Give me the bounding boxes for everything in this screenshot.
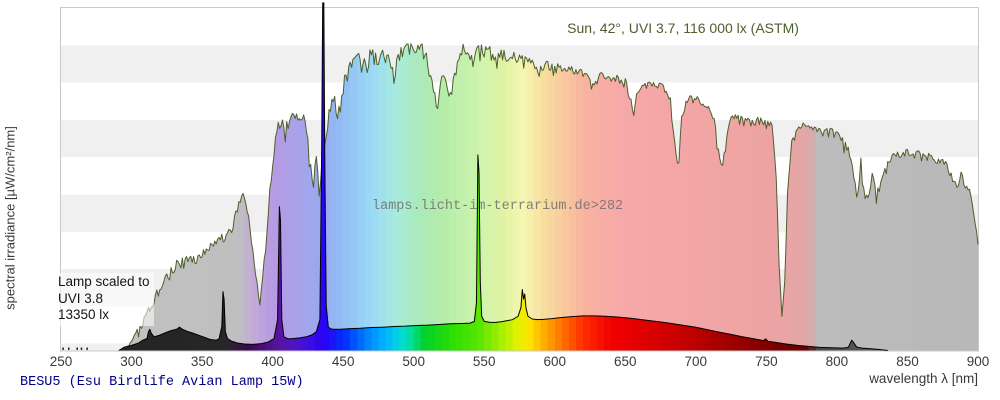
x-tick-label: 250 [49,354,73,369]
sun-spectrum-area [123,43,978,351]
x-tick-label: 550 [472,354,496,369]
x-tick-label: 400 [261,354,284,369]
lamp-scale-line-1: Lamp scaled to [58,274,150,289]
x-axis-label: wavelength λ [nm] [869,371,978,386]
x-tick-label: 450 [331,354,355,369]
lamp-scale-line-3: 13350 lx [58,307,110,322]
x-tick-label: 600 [543,354,567,369]
x-tick-label: 750 [755,354,778,369]
y-axis-label: spectral irradiance [µW/cm²/nm] [2,126,18,310]
x-tick-label: 850 [896,354,919,369]
x-tick-label: 650 [614,354,637,369]
x-tick-label: 500 [402,354,425,369]
lamp-scale-line-2: UVI 3.8 [58,290,104,306]
sun-spectrum-line [122,43,979,351]
lamp-spectrum-line [118,2,888,351]
figure-caption: BESU5 (Esu Birdlife Avian Lamp 15W) [20,375,304,390]
plot-border [60,7,979,352]
lamp-scale-annotation: Lamp scaled to UVI 3.8 13350 lx [56,273,154,326]
x-tick-label: 900 [966,354,990,369]
watermark: lamps.licht-im-terrarium.de>282 [372,199,623,214]
x-tick-label: 800 [825,354,849,369]
x-tick-label: 350 [190,354,214,369]
x-tick-label: 700 [684,354,708,369]
lamp-uvc-marks [62,347,88,350]
x-tick-label: 300 [120,354,143,369]
sun-annotation: Sun, 42°, UVI 3.7, 116 000 lx (ASTM) [567,20,799,36]
